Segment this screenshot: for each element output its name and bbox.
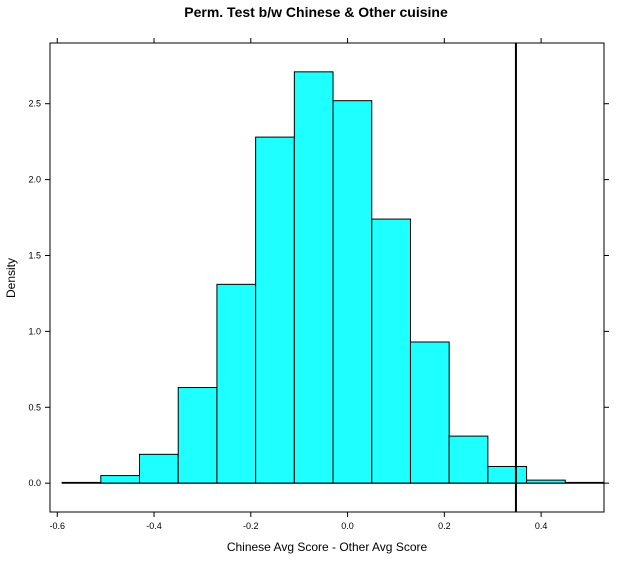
- x-tick-label: -0.6: [49, 521, 65, 531]
- histogram-bar-4: [177, 387, 218, 484]
- y-tick-label: 2.5: [28, 99, 41, 109]
- histogram-bars: [61, 71, 605, 484]
- y-tick-label: 0.5: [28, 402, 41, 412]
- histogram-bar-2: [100, 475, 141, 484]
- y-tick-label: 1.0: [28, 326, 41, 336]
- x-tick-label: 0.0: [341, 521, 354, 531]
- x-tick-label: -0.4: [146, 521, 162, 531]
- y-tick-label: 0.0: [28, 478, 41, 488]
- x-tick-label: 0.2: [438, 521, 451, 531]
- chart-title: Perm. Test b/w Chinese & Other cuisine: [184, 4, 448, 20]
- histogram-bar-11: [448, 435, 489, 484]
- x-tick-label: 0.4: [535, 521, 548, 531]
- x-axis-ticks: -0.6 -0.4 -0.2 0.0 0.2 0.4: [49, 38, 547, 531]
- histogram-bar-3: [139, 453, 179, 484]
- histogram-bar-7: [293, 71, 334, 484]
- histogram-bar-10: [409, 341, 450, 484]
- y-axis-label: Density: [4, 258, 18, 298]
- histogram-bar-8: [332, 100, 373, 484]
- histogram-bar-5: [216, 283, 257, 484]
- histogram-bar-6: [255, 136, 295, 484]
- x-tick-label: -0.2: [243, 521, 259, 531]
- plot-frame: [49, 42, 605, 513]
- histogram-bar-12: [487, 465, 528, 484]
- y-axis-ticks: 0.0 0.5 1.0 1.5 2.0 2.5: [28, 99, 609, 488]
- x-axis-label: Chinese Avg Score - Other Avg Score: [227, 540, 428, 554]
- y-tick-label: 2.0: [28, 175, 41, 185]
- y-tick-label: 1.5: [28, 250, 41, 260]
- histogram-bar-9: [371, 218, 411, 484]
